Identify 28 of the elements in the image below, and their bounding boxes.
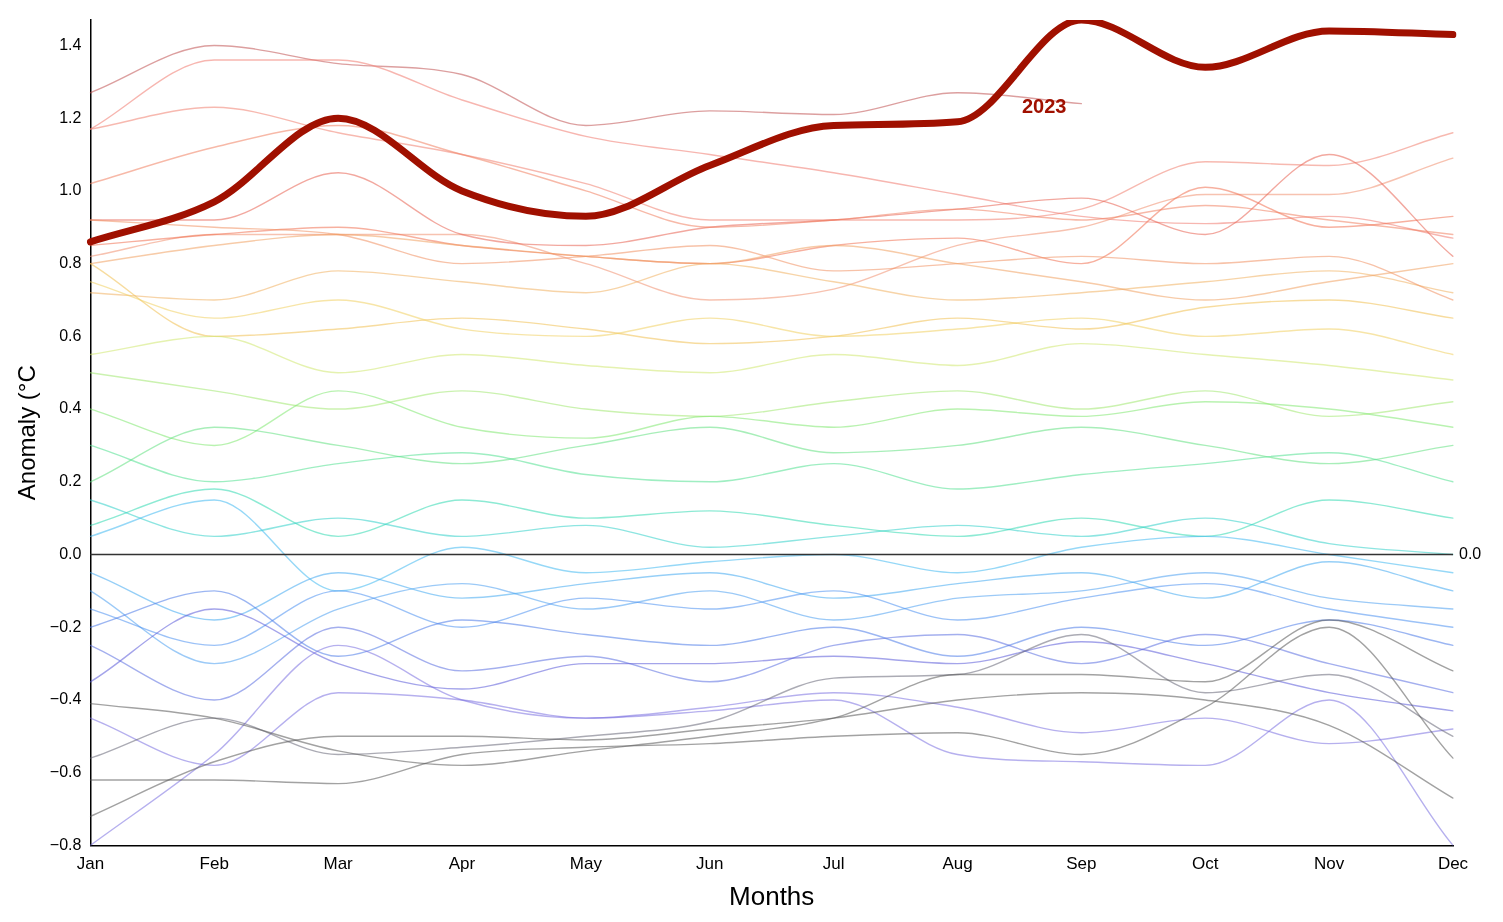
y-tick-label: 1.2 <box>59 108 82 126</box>
x-tick-label: Jun <box>696 854 724 874</box>
y-tick-label: 0.6 <box>59 326 82 344</box>
y-tick-label: 0.0 <box>59 544 82 562</box>
x-tick-label: Mar <box>323 854 354 874</box>
x-tick-label: Feb <box>199 854 229 874</box>
y-tick-label: 0.2 <box>59 472 82 490</box>
y-tick-label: −0.4 <box>49 690 82 708</box>
x-tick-label: May <box>569 854 603 874</box>
x-tick-label: Nov <box>1314 854 1345 874</box>
x-tick-label: Oct <box>1192 854 1219 874</box>
y-axis-title: Anomaly (°C <box>13 365 41 501</box>
x-tick-label: Sep <box>1066 854 1097 874</box>
y-tick-label: 1.0 <box>59 181 82 199</box>
x-axis-title: Months <box>729 880 815 911</box>
ref-line-label: 0.0 <box>1459 544 1482 562</box>
x-tick-label: Dec <box>1437 854 1469 874</box>
y-tick-label: 0.8 <box>59 254 82 272</box>
series-label: 2023 <box>1021 95 1067 118</box>
y-tick-label: −0.8 <box>49 835 82 853</box>
y-tick-label: 0.4 <box>59 399 82 417</box>
y-tick-label: −0.2 <box>49 617 82 635</box>
x-tick-label: Jul <box>822 854 845 874</box>
x-tick-label: Aug <box>942 854 973 874</box>
y-tick-label: 1.4 <box>59 35 82 53</box>
y-tick-label: −0.6 <box>49 763 82 781</box>
x-tick-label: Apr <box>448 854 476 874</box>
x-tick-label: Jan <box>76 854 105 874</box>
